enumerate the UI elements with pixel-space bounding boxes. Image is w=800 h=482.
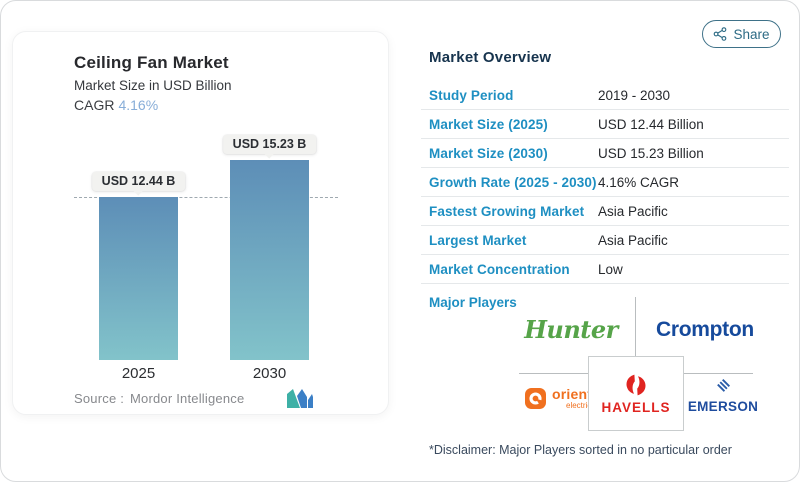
- bar-value-tooltip: USD 12.44 B: [91, 172, 186, 196]
- cagr-value: 4.16%: [118, 97, 159, 113]
- overview-row: Market Size (2025) USD 12.44 Billion: [421, 110, 789, 139]
- bar-chart: USD 12.44 B 2025 USD 15.23 B 2030: [13, 32, 388, 414]
- crompton-logo: Crompton: [656, 318, 754, 341]
- bar-value-tooltip: USD 15.23 B: [222, 135, 317, 159]
- emerson-icon: [716, 378, 731, 393]
- emerson-logo-text: EMERSON: [687, 399, 759, 414]
- x-axis-label: 2025: [121, 365, 156, 382]
- share-nodes-icon: [713, 27, 727, 41]
- bar-2030: [230, 160, 309, 360]
- chart-card: Ceiling Fan Market Market Size in USD Bi…: [12, 31, 389, 415]
- chart-source: Source : Mordor Intelligence: [74, 391, 244, 406]
- players-disclaimer: *Disclaimer: Major Players sorted in no …: [429, 443, 732, 457]
- overview-row-label: Growth Rate (2025 - 2030): [429, 174, 597, 190]
- share-button-label: Share: [733, 26, 770, 42]
- source-label: Source :: [74, 391, 125, 406]
- market-overview-table: Study Period 2019 - 2030 Market Size (2025…: [421, 81, 789, 284]
- overview-row: Fastest Growing Market Asia Pacific: [421, 197, 789, 226]
- orient-electric-logo: orient electric: [525, 387, 592, 410]
- overview-row-label: Market Size (2030): [429, 145, 548, 161]
- cagr-label: CAGR: [74, 97, 115, 113]
- overview-row-value: 4.16% CAGR: [598, 174, 680, 190]
- bar-2025: [99, 197, 178, 360]
- market-overview-heading: Market Overview: [429, 49, 552, 66]
- overview-row-label: Largest Market: [429, 232, 527, 248]
- mordor-intelligence-logo: [286, 389, 314, 414]
- overview-row-label: Fastest Growing Market: [429, 203, 585, 219]
- havells-logo-card: HAVELLS: [588, 356, 684, 431]
- orient-logo-line1: orient: [552, 386, 593, 402]
- havells-icon: [624, 373, 648, 397]
- hunter-logo: Hunter: [524, 315, 618, 344]
- overview-row: Market Concentration Low: [421, 255, 789, 284]
- chart-subtitle: Market Size in USD Billion: [74, 78, 232, 93]
- overview-row-label: Market Concentration: [429, 261, 570, 277]
- chart-cagr: CAGR 4.16%: [74, 97, 158, 113]
- havells-logo-text: HAVELLS: [601, 399, 671, 415]
- overview-row: Study Period 2019 - 2030: [421, 81, 789, 110]
- overview-row-value: Asia Pacific: [598, 232, 668, 248]
- major-players-label: Major Players: [429, 295, 517, 310]
- overview-row-label: Study Period: [429, 87, 514, 103]
- overview-row-value: 2019 - 2030: [598, 87, 671, 103]
- source-name: Mordor Intelligence: [130, 391, 245, 406]
- overview-row: Growth Rate (2025 - 2030) 4.16% CAGR: [421, 168, 789, 197]
- overview-row-value: Low: [598, 261, 623, 277]
- players-grid-vertical-divider: [635, 297, 636, 357]
- orient-electric-icon: [525, 388, 546, 409]
- emerson-logo: EMERSON: [687, 378, 759, 414]
- chart-title: Ceiling Fan Market: [74, 53, 229, 72]
- overview-row: Market Size (2030) USD 15.23 Billion: [421, 139, 789, 168]
- x-axis-label: 2030: [252, 365, 287, 382]
- overview-row-label: Market Size (2025): [429, 116, 548, 132]
- overview-row-value: Asia Pacific: [598, 203, 668, 219]
- overview-row: Largest Market Asia Pacific: [421, 226, 789, 255]
- orient-logo-line2: electric: [566, 401, 592, 410]
- share-button[interactable]: Share: [702, 20, 781, 48]
- overview-row-value: USD 15.23 Billion: [598, 145, 704, 161]
- overview-row-value: USD 12.44 Billion: [598, 116, 704, 132]
- reference-dashed-line: [74, 197, 338, 198]
